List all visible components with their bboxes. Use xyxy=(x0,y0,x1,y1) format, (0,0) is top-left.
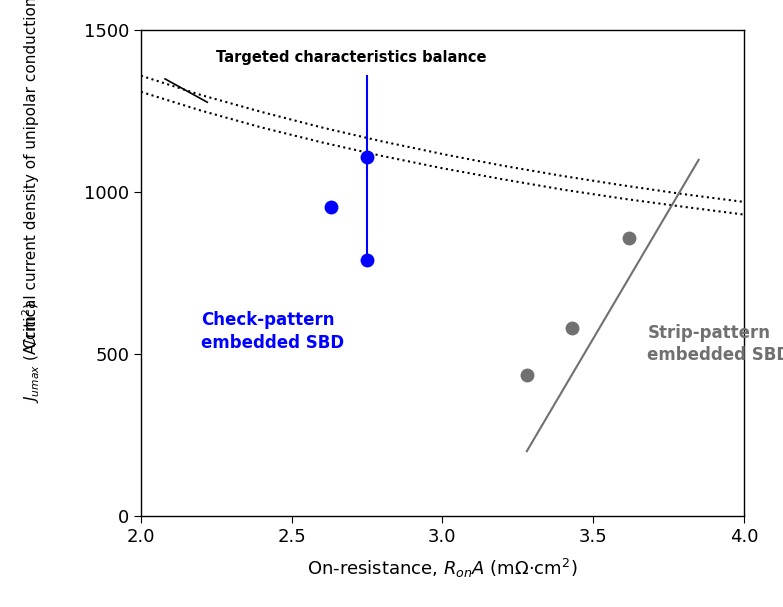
Text: Targeted characteristics balance: Targeted characteristics balance xyxy=(216,50,487,65)
Text: Critical current density of unipolar conduction,: Critical current density of unipolar con… xyxy=(23,0,39,348)
X-axis label: On-resistance, $R_{on}A$ (m$\Omega$$\cdot$cm$^2$): On-resistance, $R_{on}A$ (m$\Omega$$\cdo… xyxy=(307,557,578,580)
Point xyxy=(566,324,579,333)
Text: Strip-pattern
embedded SBD: Strip-pattern embedded SBD xyxy=(648,324,783,364)
Point xyxy=(361,256,373,265)
Point xyxy=(325,202,337,212)
Point xyxy=(521,370,533,380)
Text: $J_{umax}$ (A/cm$^2$): $J_{umax}$ (A/cm$^2$) xyxy=(20,302,42,402)
Point xyxy=(361,152,373,161)
Text: Check-pattern
embedded SBD: Check-pattern embedded SBD xyxy=(201,311,345,351)
Point xyxy=(623,232,636,242)
